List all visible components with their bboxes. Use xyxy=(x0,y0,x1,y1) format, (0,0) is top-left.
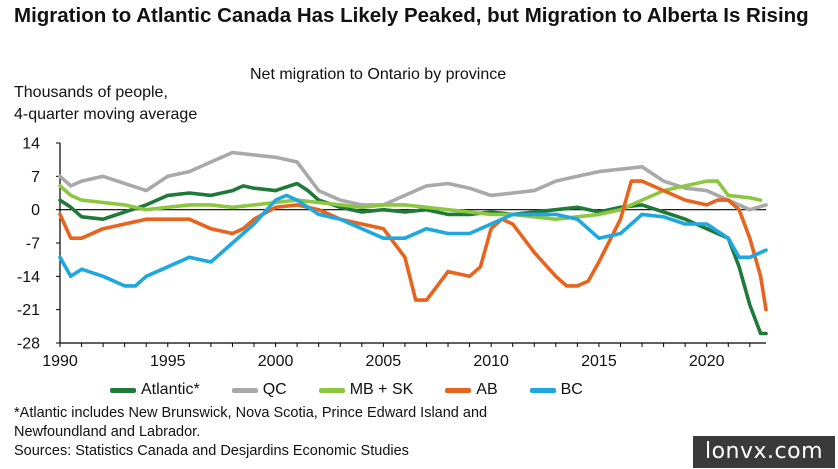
legend-item: AB xyxy=(445,381,498,399)
series-line-mb-sk xyxy=(58,179,763,221)
legend-label: MB + SK xyxy=(349,381,414,398)
y-tick-label: 7 xyxy=(31,169,40,186)
y-tick-label: -21 xyxy=(17,302,40,319)
chart-legend: Atlantic* QC MB + SK AB BC xyxy=(110,379,615,401)
x-tick-label: 1995 xyxy=(150,353,186,370)
legend-item: QC xyxy=(231,381,287,399)
legend-label: Atlantic* xyxy=(141,381,200,398)
y-axis-label-line-2: 4-quarter moving average xyxy=(14,106,198,123)
legend-label: QC xyxy=(262,381,287,398)
series-line-ab xyxy=(58,179,768,312)
x-tick-label: 2000 xyxy=(258,353,294,370)
series-line-qc xyxy=(58,150,768,212)
legend-label: BC xyxy=(560,381,583,398)
watermark: lonvx.com xyxy=(693,436,835,468)
footnote-line-2: Newfoundland and Labrador. xyxy=(14,424,201,440)
y-axis-label: Thousands of people, 4-quarter moving av… xyxy=(14,82,197,126)
chart-subtitle: Net migration to Ontario by province xyxy=(250,66,507,83)
x-tick-label: 2005 xyxy=(366,353,402,370)
legend-swatch xyxy=(529,387,556,393)
footnote: *Atlantic includes New Brunswick, Nova S… xyxy=(14,404,654,461)
legend-item: Atlantic* xyxy=(110,381,200,399)
y-tick-label: -28 xyxy=(17,336,40,353)
legend-label: AB xyxy=(476,381,498,398)
x-tick-label: 2020 xyxy=(689,353,725,370)
series-line-bc xyxy=(58,193,768,288)
y-tick-label: -7 xyxy=(26,236,40,253)
footnote-line-1: *Atlantic includes New Brunswick, Nova S… xyxy=(14,405,488,421)
sources-note: Sources: Statistics Canada and Desjardin… xyxy=(14,443,409,459)
legend-swatch xyxy=(318,387,345,393)
y-axis-label-line-1: Thousands of people, xyxy=(14,84,168,101)
legend-item: MB + SK xyxy=(318,381,414,399)
y-tick-label: -14 xyxy=(17,269,40,286)
x-tick-label: 1990 xyxy=(42,353,78,370)
chart-title: Migration to Atlantic Canada Has Likely … xyxy=(14,4,809,27)
y-tick-label: 0 xyxy=(31,202,40,219)
y-tick-label: 14 xyxy=(22,136,40,153)
x-tick-label: 2010 xyxy=(473,353,509,370)
legend-swatch xyxy=(231,387,258,393)
legend-swatch xyxy=(445,387,472,393)
legend-item: BC xyxy=(529,381,583,399)
legend-swatch xyxy=(110,387,136,393)
x-tick-label: 2015 xyxy=(581,353,617,370)
